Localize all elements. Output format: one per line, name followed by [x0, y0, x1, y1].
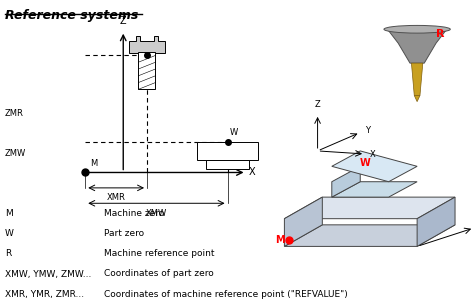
Polygon shape: [332, 182, 417, 197]
Text: ZMW: ZMW: [5, 149, 26, 159]
Text: ZMR: ZMR: [5, 109, 24, 119]
Text: XMR, YMR, ZMR...: XMR, YMR, ZMR...: [5, 290, 84, 298]
Text: M: M: [90, 159, 97, 168]
Text: X: X: [370, 150, 375, 159]
Text: XMR: XMR: [107, 193, 126, 202]
Text: W: W: [360, 158, 370, 168]
Text: Y: Y: [365, 126, 370, 136]
Text: XMW, YMW, ZMW...: XMW, YMW, ZMW...: [5, 270, 91, 278]
Text: R: R: [149, 43, 155, 52]
Polygon shape: [332, 151, 417, 182]
Text: Machine zero: Machine zero: [104, 209, 164, 218]
Text: R: R: [436, 29, 445, 39]
Text: XMW: XMW: [146, 209, 167, 218]
Polygon shape: [411, 63, 423, 95]
Text: Machine reference point: Machine reference point: [104, 249, 215, 258]
Bar: [138, 52, 155, 89]
Text: Z: Z: [315, 100, 320, 109]
Polygon shape: [284, 197, 455, 219]
Bar: [197, 142, 258, 160]
Polygon shape: [129, 36, 165, 53]
Polygon shape: [284, 197, 322, 246]
Polygon shape: [389, 31, 446, 63]
Polygon shape: [414, 95, 420, 102]
Text: Coordinates of part zero: Coordinates of part zero: [104, 270, 214, 278]
Text: R: R: [5, 249, 11, 258]
Polygon shape: [284, 225, 455, 246]
Text: W: W: [230, 128, 238, 137]
Polygon shape: [417, 197, 455, 246]
Text: W: W: [5, 229, 14, 238]
Text: Coordinates of machine reference point ("REFVALUE"): Coordinates of machine reference point (…: [104, 290, 348, 298]
Bar: [206, 160, 249, 169]
Text: Reference systems: Reference systems: [5, 9, 138, 22]
Text: M: M: [275, 235, 284, 245]
Text: M: M: [5, 209, 12, 218]
Ellipse shape: [384, 25, 450, 33]
Polygon shape: [332, 166, 360, 197]
Text: Z: Z: [120, 16, 127, 26]
Text: Part zero: Part zero: [104, 229, 145, 238]
Text: X: X: [249, 168, 255, 177]
